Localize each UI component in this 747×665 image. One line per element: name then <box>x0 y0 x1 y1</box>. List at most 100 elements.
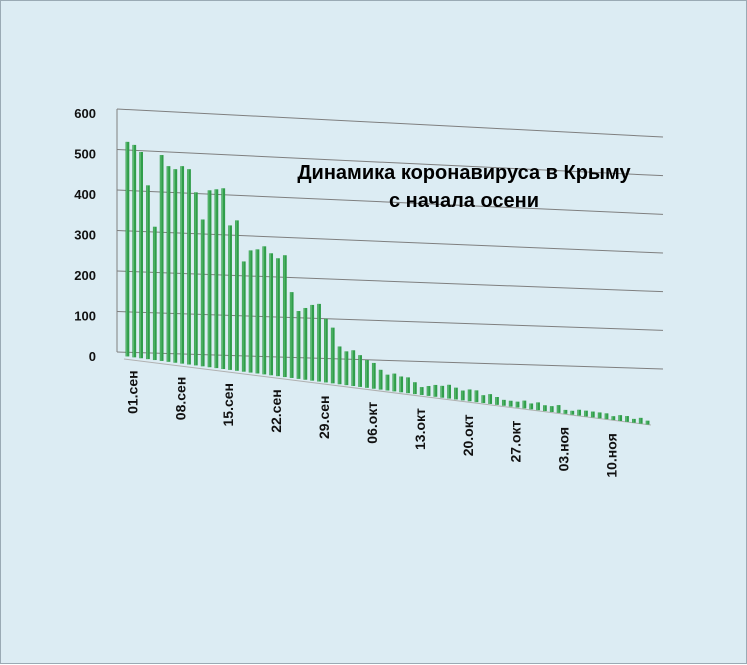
bar <box>262 246 267 375</box>
bar-highlight <box>434 384 436 397</box>
bar <box>371 362 376 389</box>
bar <box>289 292 294 378</box>
bar-highlight <box>174 169 176 363</box>
bar-highlight <box>447 384 449 399</box>
bar-highlight <box>529 403 532 410</box>
bar <box>625 416 629 422</box>
x-tick-label: 22.сен <box>268 389 284 433</box>
bar <box>241 261 246 372</box>
floor-edge <box>123 358 652 426</box>
bar-highlight <box>420 387 422 395</box>
bar-highlight <box>440 385 443 398</box>
bar <box>536 402 540 411</box>
bar-highlight <box>324 318 326 383</box>
bar <box>132 144 137 358</box>
bar-highlight <box>365 360 367 388</box>
bar <box>385 374 390 391</box>
bar-highlight <box>242 261 244 372</box>
bar <box>433 384 438 397</box>
bar-highlight <box>605 413 607 420</box>
bar-highlight <box>146 185 148 360</box>
x-tick-label: 15.сен <box>220 383 236 427</box>
bar <box>447 384 451 399</box>
bar <box>474 390 479 403</box>
grid-lines <box>116 108 664 426</box>
bar-highlight <box>256 249 258 374</box>
bar-highlight <box>523 400 525 409</box>
bar-highlight <box>577 409 579 416</box>
y-tick-label: 100 <box>74 309 96 324</box>
bar <box>310 304 315 381</box>
bar <box>180 166 185 364</box>
bar-highlight <box>475 390 477 403</box>
bar-highlight <box>310 304 313 381</box>
bar <box>597 412 602 419</box>
x-tick-label: 27.окт <box>508 420 524 462</box>
bar-highlight <box>584 410 586 417</box>
bar-highlight <box>482 395 484 404</box>
bar-highlight <box>221 188 224 369</box>
bar <box>570 410 575 415</box>
x-tick-label: 03.ноя <box>556 427 572 471</box>
bar <box>207 190 212 368</box>
grid-line <box>116 149 664 177</box>
bar-highlight <box>379 369 381 390</box>
bar <box>378 369 383 390</box>
bar-highlight <box>187 169 189 365</box>
bar-highlight <box>180 166 182 364</box>
bar-highlight <box>228 225 230 370</box>
chart-title-line-1: Динамика коронавируса в Крыму <box>297 162 631 184</box>
bar-highlight <box>406 377 408 394</box>
bar-highlight <box>153 226 155 361</box>
bar-highlight <box>276 258 278 377</box>
bar-highlight <box>351 350 354 387</box>
bar <box>399 376 404 393</box>
bar-highlight <box>194 192 196 366</box>
x-tick-label: 01.сен <box>124 370 140 414</box>
bar <box>584 410 588 417</box>
bar <box>501 399 506 406</box>
y-axis-tick-labels: 0 100 200 300 400 500 600 <box>74 106 96 364</box>
bar-highlight <box>160 155 162 361</box>
bar <box>406 377 410 394</box>
bar <box>324 318 328 383</box>
bar-highlight <box>413 382 415 395</box>
bar <box>173 169 178 363</box>
bar <box>296 311 301 379</box>
bar <box>454 387 458 400</box>
bar <box>604 413 609 420</box>
grid-line <box>116 311 664 331</box>
grid-line <box>116 351 664 370</box>
bar <box>228 225 232 370</box>
bars <box>125 141 650 425</box>
bar <box>632 418 636 423</box>
bar-highlight <box>509 400 511 407</box>
y-tick-label: 400 <box>74 187 96 202</box>
bar-highlight <box>269 253 271 376</box>
bar-highlight <box>598 412 600 419</box>
bar-highlight <box>618 415 621 421</box>
bar-highlight <box>399 376 401 393</box>
bar <box>152 226 157 361</box>
bar <box>426 386 431 396</box>
bar <box>276 258 280 377</box>
bar <box>303 307 308 380</box>
bar <box>529 403 534 410</box>
bar <box>495 397 499 405</box>
grid-line <box>116 230 664 254</box>
x-tick-label: 10.ноя <box>604 433 620 477</box>
bar-highlight <box>126 141 128 357</box>
bar <box>522 400 527 409</box>
bar <box>543 405 547 412</box>
bar <box>146 185 150 360</box>
bar <box>282 255 287 378</box>
x-tick-label: 06.окт <box>364 402 380 444</box>
bar-highlight <box>557 405 559 413</box>
y-tick-label: 500 <box>74 147 96 162</box>
bar-highlight <box>427 386 429 396</box>
bar <box>563 409 568 414</box>
bar-highlight <box>543 405 545 412</box>
bar <box>358 355 362 387</box>
bar-highlight <box>612 416 614 421</box>
